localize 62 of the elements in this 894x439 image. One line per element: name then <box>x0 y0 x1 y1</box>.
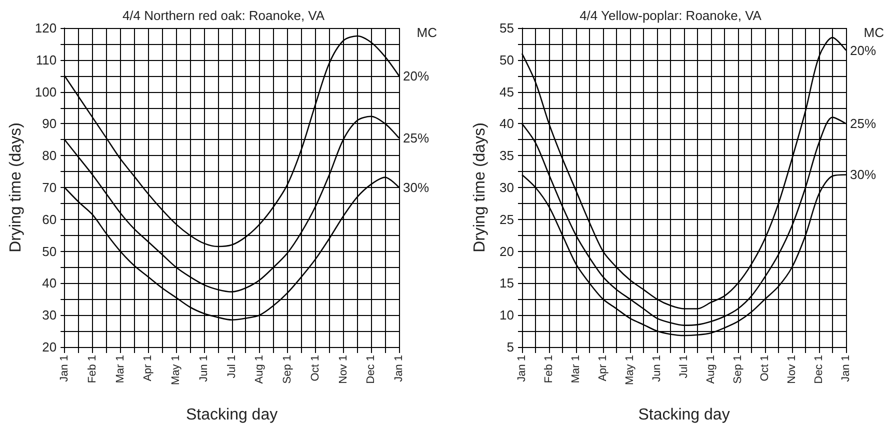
y-axis-title: Drying time (days) <box>472 122 488 252</box>
y-tick-label: 20 <box>500 244 514 259</box>
series-label: 25% <box>850 116 876 132</box>
x-tick-label: Feb 1 <box>86 355 98 384</box>
x-tick-label: Nov 1 <box>786 355 798 384</box>
x-tick-label: May 1 <box>624 355 636 385</box>
x-tick-label: Jan 1 <box>393 355 405 382</box>
x-tick-label: Jan 1 <box>58 355 71 382</box>
x-tick-label: Sep 1 <box>732 355 744 384</box>
x-axis-title: Stacking day <box>186 406 278 424</box>
y-tick-label: 25 <box>500 212 514 227</box>
legend-title: MC <box>864 25 884 40</box>
y-tick-label: 20 <box>42 340 57 354</box>
y-tick-label: 70 <box>42 180 57 195</box>
y-tick-label: 50 <box>500 52 514 68</box>
x-tick-label: Aug 1 <box>254 355 266 384</box>
series-label: 30% <box>403 180 430 195</box>
legend-title: MC <box>416 25 437 40</box>
x-tick-label: Jun 1 <box>651 355 663 382</box>
y-tick-label: 55 <box>500 20 514 36</box>
x-tick-label: Sep 1 <box>282 355 294 384</box>
y-tick-label: 30 <box>42 308 57 323</box>
y-tick-label: 50 <box>42 244 57 259</box>
series-label: 20% <box>850 42 876 58</box>
y-tick-label: 5 <box>506 340 514 354</box>
y-tick-label: 110 <box>36 52 57 68</box>
x-tick-label: Oct 1 <box>309 355 322 382</box>
series-label: 20% <box>403 68 430 84</box>
x-tick-label: Dec 1 <box>365 355 378 384</box>
x-tick-label: Apr 1 <box>142 355 154 382</box>
y-tick-label: 100 <box>34 84 57 100</box>
series-label: 25% <box>403 130 430 146</box>
y-tick-label: 90 <box>42 116 57 132</box>
y-tick-label: 30 <box>500 180 514 195</box>
x-tick-label: Feb 1 <box>543 355 555 384</box>
x-tick-label: Nov 1 <box>337 355 350 384</box>
y-tick-label: 35 <box>500 148 514 164</box>
x-tick-label: Oct 1 <box>759 355 771 382</box>
y-tick-label: 45 <box>500 84 514 100</box>
y-tick-label: 40 <box>42 276 57 291</box>
x-tick-label: Jul 1 <box>678 355 690 378</box>
y-tick-label: 40 <box>500 116 514 132</box>
y-tick-label: 10 <box>500 308 514 323</box>
x-tick-label: Dec 1 <box>813 355 825 384</box>
x-axis-title: Stacking day <box>638 406 730 424</box>
chart-title: 4/4 Northern red oak: Roanoke, VA <box>122 8 325 23</box>
x-tick-label: Aug 1 <box>705 355 717 384</box>
x-tick-label: Jul 1 <box>226 355 238 378</box>
chart-title: 4/4 Yellow-poplar: Roanoke, VA <box>580 8 762 23</box>
x-tick-label: Mar 1 <box>114 355 126 384</box>
series-label: 30% <box>850 167 876 182</box>
y-tick-label: 80 <box>42 148 57 164</box>
x-tick-label: Jun 1 <box>198 355 210 382</box>
y-tick-label: 120 <box>34 20 57 36</box>
x-tick-label: Jan 1 <box>840 355 852 382</box>
x-tick-label: Mar 1 <box>570 355 582 384</box>
y-tick-label: 15 <box>500 276 514 291</box>
y-axis-title: Drying time (days) <box>8 122 24 252</box>
x-tick-label: Apr 1 <box>597 355 609 382</box>
x-tick-label: May 1 <box>170 355 182 385</box>
y-tick-label: 60 <box>42 212 57 227</box>
x-tick-label: Jan 1 <box>516 355 528 382</box>
